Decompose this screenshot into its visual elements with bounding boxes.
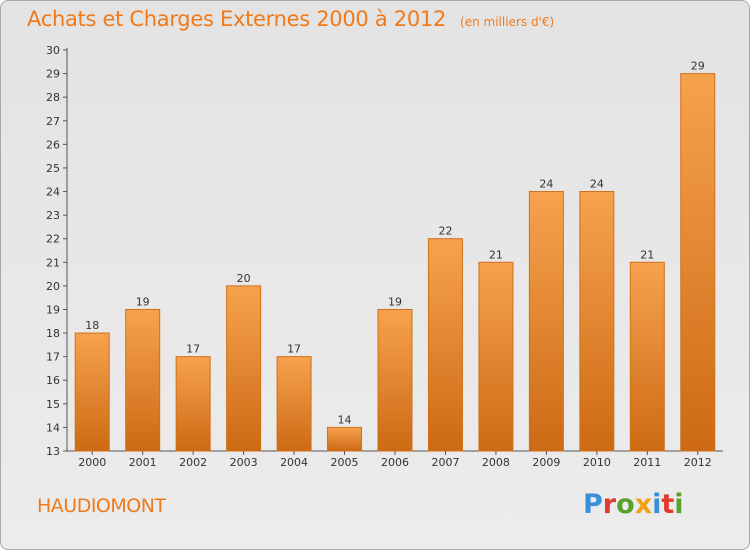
y-tick-label: 13 [46, 445, 60, 458]
data-label: 19 [136, 295, 150, 308]
title-text: Achats et Charges Externes 2000 à 2012 [27, 7, 447, 31]
x-tick-label: 2007 [431, 456, 459, 469]
bar [427, 238, 463, 452]
bar [528, 191, 564, 452]
data-label: 22 [438, 225, 452, 238]
data-label: 21 [640, 248, 654, 261]
y-tick-label: 20 [46, 280, 60, 293]
y-tick-label: 17 [46, 351, 60, 364]
x-tick-label: 2004 [280, 456, 308, 469]
y-tick-label: 24 [46, 186, 60, 199]
proxiti-logo: Proxiti [583, 489, 684, 520]
brand-letter: r [602, 489, 617, 520]
data-label: 19 [388, 295, 402, 308]
x-tick-label: 2011 [633, 456, 661, 469]
unit-label: (en milliers d'€) [460, 15, 555, 29]
y-tick-label: 23 [46, 209, 60, 222]
y-tick-label: 21 [46, 256, 60, 269]
x-tick-label: 2006 [381, 456, 409, 469]
y-tick-label: 25 [46, 162, 60, 175]
y-tick-label: 16 [46, 374, 60, 387]
x-tick-label: 2002 [179, 456, 207, 469]
commune-name: HAUDIOMONT [37, 495, 166, 517]
y-tick-label: 22 [46, 233, 60, 246]
chart-title: Achats et Charges Externes 2000 à 2012 (e… [27, 7, 554, 31]
bar [579, 191, 615, 452]
bar [377, 308, 413, 452]
x-tick-label: 2008 [482, 456, 510, 469]
data-label: 24 [590, 178, 604, 191]
y-tick-label: 29 [46, 68, 60, 81]
data-label: 21 [489, 248, 503, 261]
brand-letter: i [652, 489, 662, 520]
y-tick-label: 26 [46, 138, 60, 151]
brand-letter: i [674, 489, 684, 520]
bar [276, 356, 312, 452]
x-tick-label: 2005 [331, 456, 359, 469]
bar [680, 73, 716, 452]
bar [629, 261, 665, 452]
brand-letter: o [616, 489, 635, 520]
x-tick-label: 2001 [129, 456, 157, 469]
brand-letter: t [661, 489, 675, 520]
x-tick-label: 2010 [583, 456, 611, 469]
data-label: 14 [338, 413, 352, 426]
data-label: 24 [539, 178, 553, 191]
bar [125, 308, 161, 452]
x-tick-label: 2003 [230, 456, 258, 469]
bar [478, 261, 514, 452]
y-tick-label: 28 [46, 91, 60, 104]
data-label: 18 [85, 319, 99, 332]
brand-letter: P [583, 489, 603, 520]
x-tick-label: 2000 [78, 456, 106, 469]
bar [175, 356, 211, 452]
y-tick-label: 30 [46, 44, 60, 57]
bar [327, 426, 363, 452]
y-tick-label: 19 [46, 303, 60, 316]
bar [74, 332, 110, 452]
data-label: 17 [186, 343, 200, 356]
brand-letter: x [634, 489, 653, 520]
y-tick-label: 14 [46, 421, 60, 434]
data-label: 17 [287, 343, 301, 356]
y-tick-label: 15 [46, 398, 60, 411]
bar [226, 285, 262, 452]
x-tick-label: 2009 [532, 456, 560, 469]
y-tick-label: 27 [46, 115, 60, 128]
data-label: 20 [237, 272, 251, 285]
x-tick-label: 2012 [684, 456, 712, 469]
y-tick-label: 18 [46, 327, 60, 340]
data-label: 29 [691, 60, 705, 73]
